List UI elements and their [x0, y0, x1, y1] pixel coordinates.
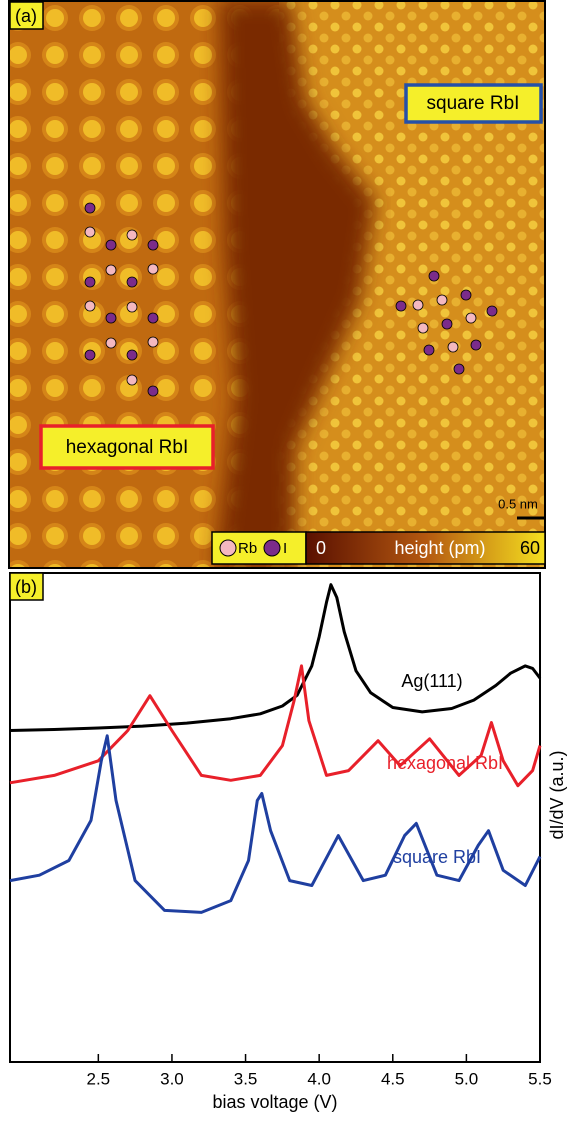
colorbar-min: 0 [316, 538, 326, 558]
x-tick-label: 3.0 [160, 1069, 184, 1088]
panel-label: (a) [15, 6, 37, 26]
plot-frame [10, 573, 540, 1062]
region-label: square RbI [427, 93, 520, 114]
x-tick-label: 4.0 [307, 1069, 331, 1088]
x-tick-label: 5.0 [455, 1069, 479, 1088]
series-label: hexagonal RbI [387, 753, 503, 773]
colorbar-label: height (pm) [394, 538, 485, 558]
x-tick-label: 3.5 [234, 1069, 258, 1088]
series-line [10, 585, 540, 731]
legend-label: Rb [238, 540, 257, 557]
x-tick-label: 5.5 [528, 1069, 552, 1088]
colorbar-max: 60 [520, 538, 540, 558]
x-axis-title: bias voltage (V) [212, 1092, 337, 1112]
y-axis-title: dI/dV (a.u.) [547, 750, 567, 839]
figure: (a) square RbI hexagonal RbI 0.5 nm Rb I… [0, 0, 579, 1121]
legend-marker [264, 540, 280, 556]
series-label: Ag(111) [401, 671, 462, 691]
region-label: hexagonal RbI [66, 437, 189, 458]
x-tick-label: 2.5 [87, 1069, 111, 1088]
x-tick-label: 4.5 [381, 1069, 405, 1088]
scale-label: 0.5 nm [498, 496, 538, 511]
legend-marker [220, 540, 236, 556]
panel-label: (b) [15, 577, 37, 597]
legend-label: I [283, 540, 287, 557]
series-label: square RbI [393, 847, 481, 867]
